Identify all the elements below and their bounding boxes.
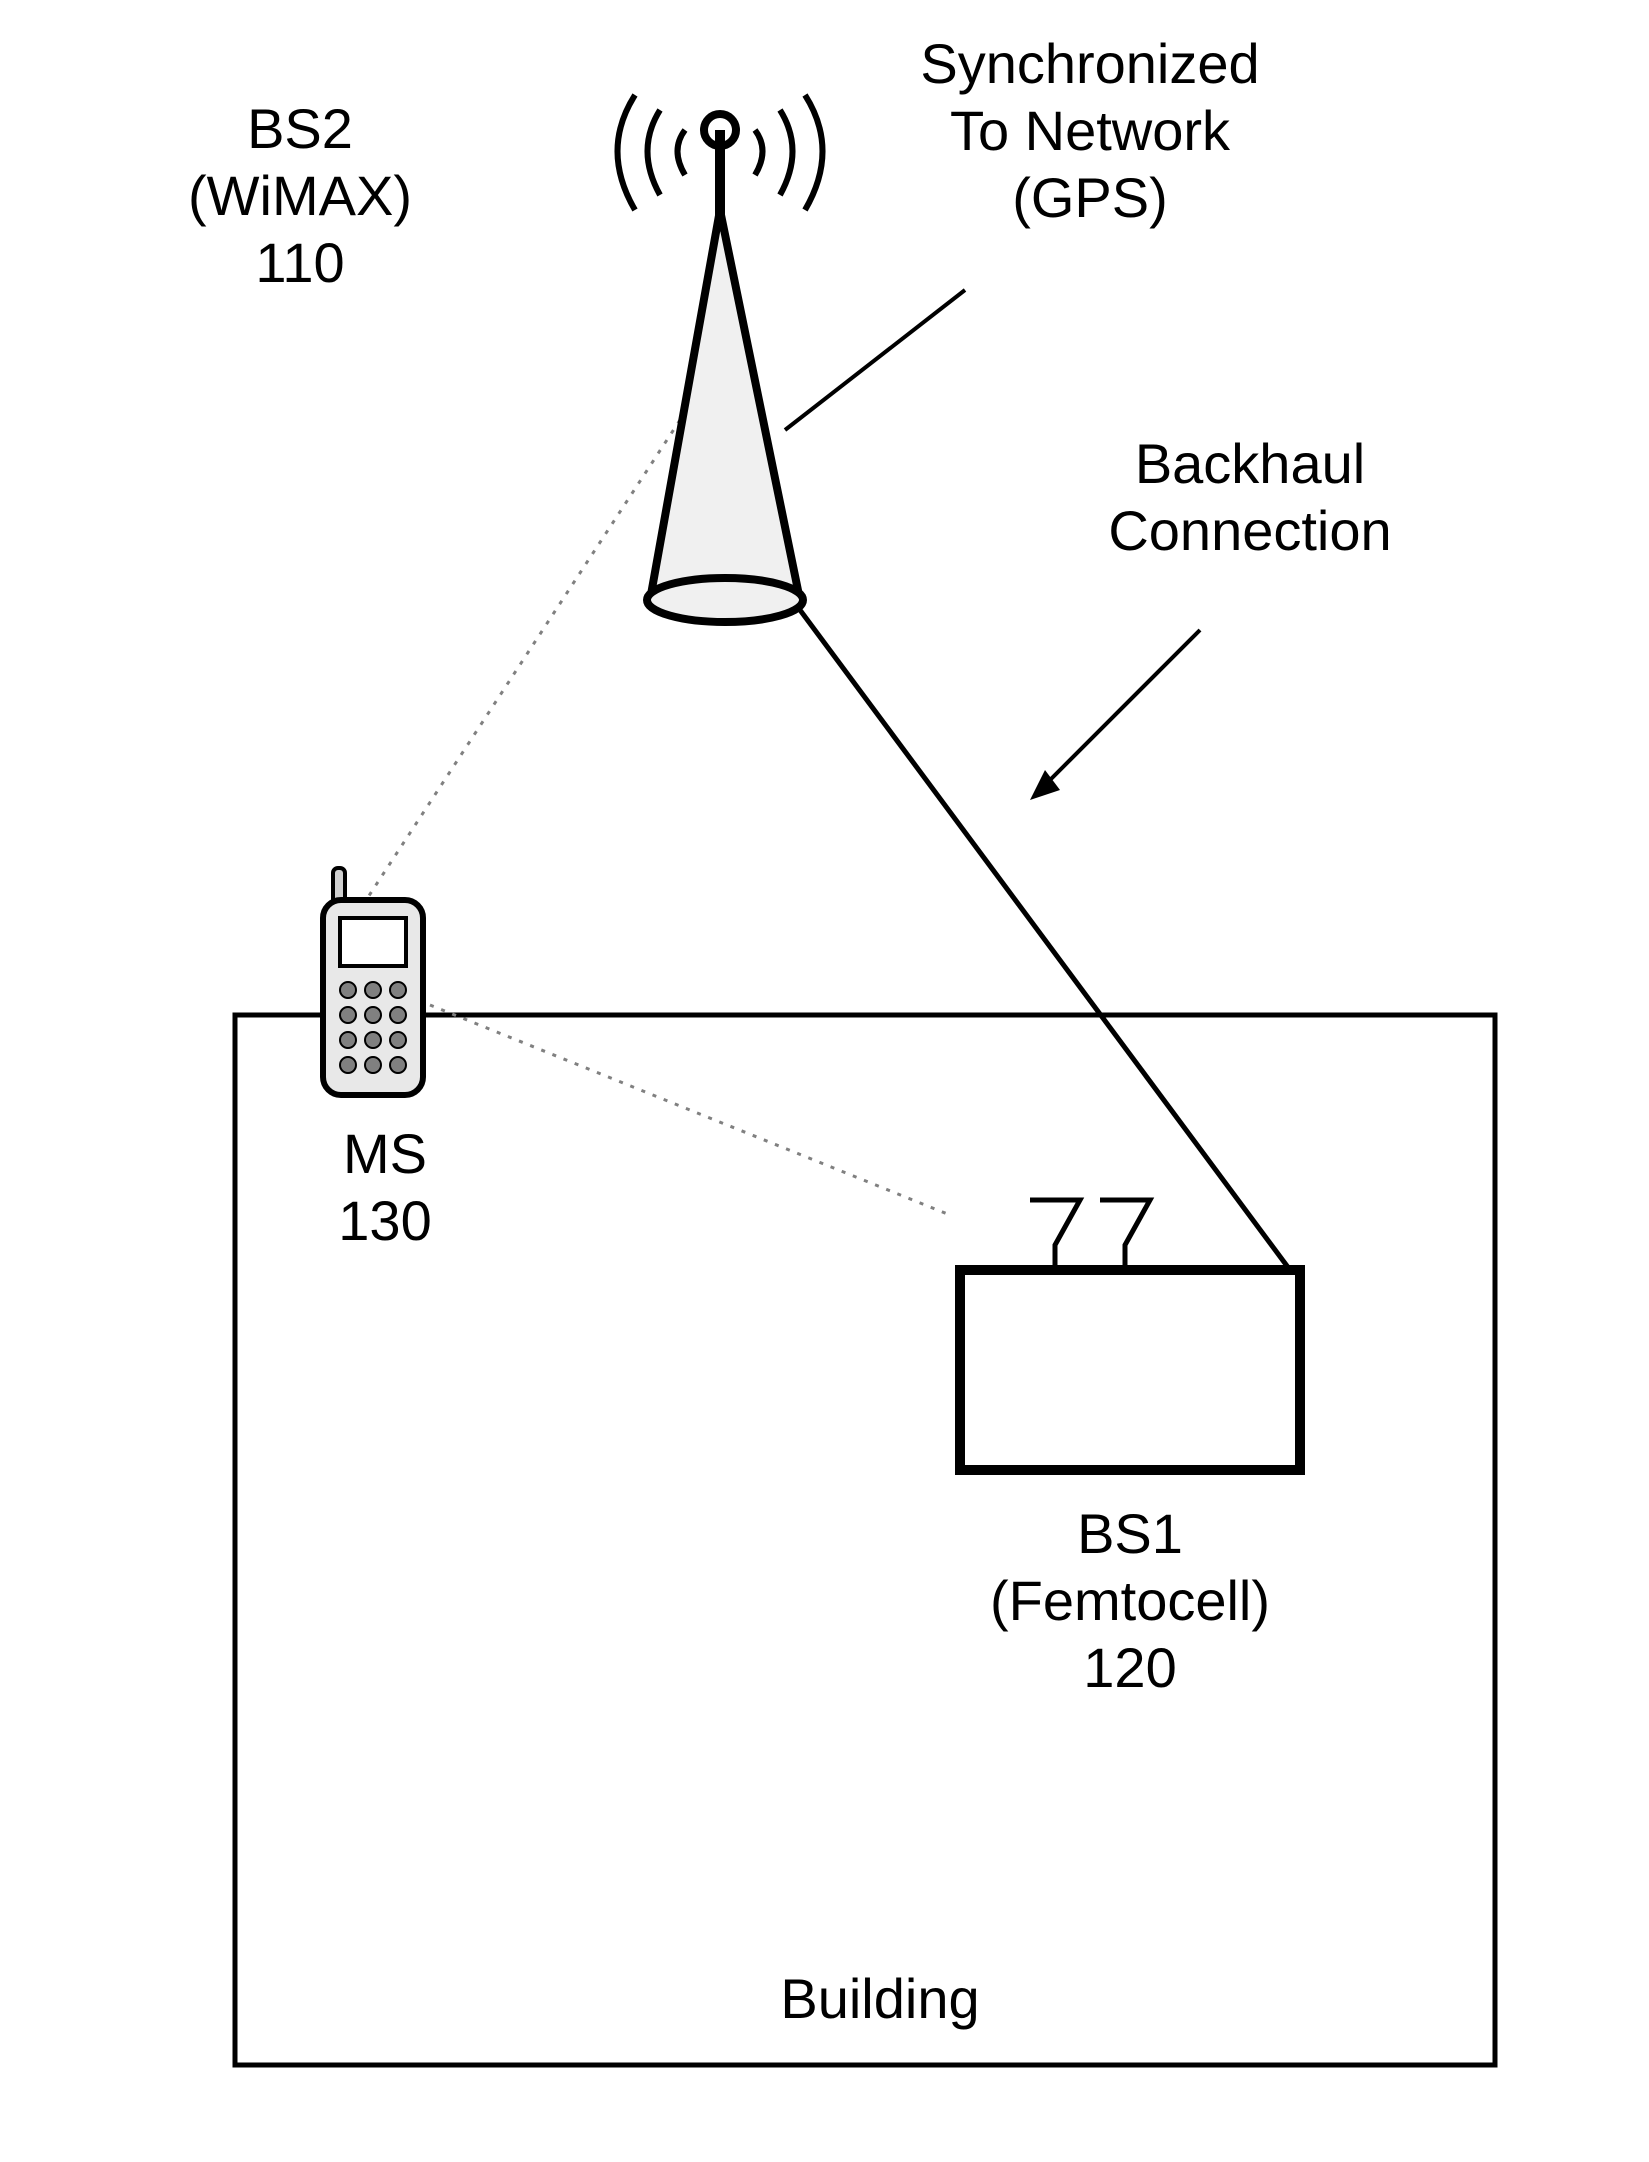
ms-line1: MS <box>300 1120 470 1187</box>
edge-bs2-ms <box>340 420 680 940</box>
backhaul-label: Backhaul Connection <box>1090 430 1410 564</box>
ms-line2: 130 <box>300 1187 470 1254</box>
sync-line1: Synchronized <box>900 30 1280 97</box>
bs1-line1: BS1 <box>970 1500 1290 1567</box>
backhaul-arrow-line <box>1035 630 1200 795</box>
bs2-label: BS2 (WiMAX) 110 <box>180 95 420 297</box>
edge-sync-antenna <box>785 290 965 430</box>
sync-line3: (GPS) <box>900 164 1280 231</box>
bs1-line2: (Femtocell) <box>970 1567 1290 1634</box>
bs1-label: BS1 (Femtocell) 120 <box>970 1500 1290 1702</box>
ms-label: MS 130 <box>300 1120 470 1254</box>
network-diagram <box>0 0 1649 2162</box>
building-label: Building <box>760 1965 1000 2032</box>
sync-line2: To Network <box>900 97 1280 164</box>
backhaul-line2: Connection <box>1090 497 1410 564</box>
ms-phone-icon <box>323 868 423 1095</box>
bs2-line1: BS2 <box>180 95 420 162</box>
sync-label: Synchronized To Network (GPS) <box>900 30 1280 232</box>
bs2-tower-icon <box>618 95 823 622</box>
building-text: Building <box>780 1967 979 2030</box>
bs1-femtocell-icon <box>960 1200 1300 1470</box>
bs2-line3: 110 <box>180 229 420 296</box>
edge-ms-bs1 <box>430 1005 950 1215</box>
bs2-line2: (WiMAX) <box>180 162 420 229</box>
backhaul-line1: Backhaul <box>1090 430 1410 497</box>
bs1-line3: 120 <box>970 1634 1290 1701</box>
edge-backhaul <box>800 610 1290 1270</box>
